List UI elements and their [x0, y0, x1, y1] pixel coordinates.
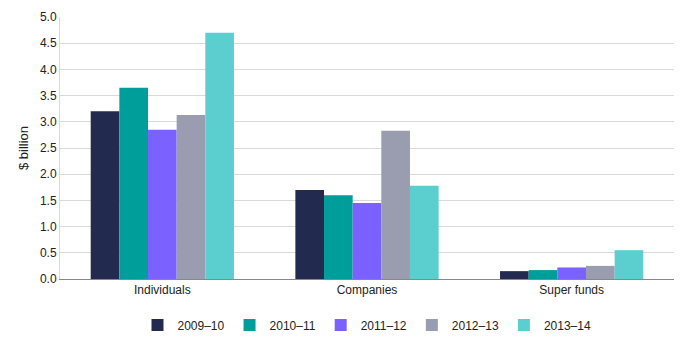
svg-text:2011–12: 2011–12 — [361, 319, 407, 333]
svg-text:3.0: 3.0 — [40, 115, 57, 129]
svg-text:$ billion: $ billion — [16, 126, 31, 170]
svg-text:2013–14: 2013–14 — [544, 319, 591, 333]
svg-text:0.0: 0.0 — [40, 272, 57, 286]
svg-text:2010–11: 2010–11 — [270, 319, 316, 333]
svg-text:Super funds: Super funds — [539, 283, 604, 297]
svg-text:1.0: 1.0 — [40, 220, 57, 234]
svg-text:0.5: 0.5 — [40, 246, 57, 260]
svg-text:2012–13: 2012–13 — [452, 319, 499, 333]
svg-text:2009–10: 2009–10 — [178, 319, 225, 333]
svg-text:Individuals: Individuals — [134, 283, 191, 297]
svg-text:5.0: 5.0 — [40, 10, 57, 24]
svg-text:2.0: 2.0 — [40, 167, 57, 181]
svg-text:4.5: 4.5 — [40, 36, 57, 50]
svg-text:4.0: 4.0 — [40, 63, 57, 77]
svg-text:3.5: 3.5 — [40, 89, 57, 103]
svg-text:1.5: 1.5 — [40, 194, 57, 208]
svg-text:2.5: 2.5 — [40, 141, 57, 155]
svg-text:Companies: Companies — [337, 283, 398, 297]
